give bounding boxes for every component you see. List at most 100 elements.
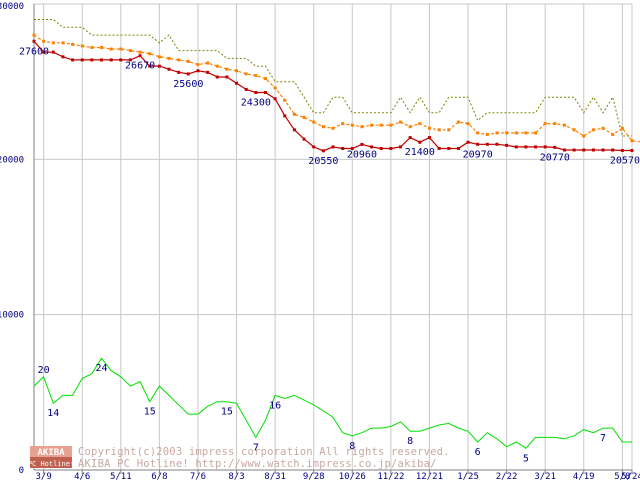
- x-tick-label: 9/28: [303, 472, 325, 480]
- minimum-point: [437, 146, 441, 150]
- minimum-point: [206, 70, 210, 74]
- x-tick-label: 1/25: [457, 472, 479, 480]
- minimum-point: [389, 146, 393, 150]
- upper-band-line: [34, 19, 632, 137]
- data-labels: 27600 26670 25600 24300 20550 20960 21400 20970…: [19, 46, 640, 464]
- minimum-point: [244, 87, 248, 91]
- average-point: [157, 55, 161, 59]
- minimum-point: [109, 58, 113, 62]
- minimum-point: [128, 58, 132, 62]
- average-point: [109, 47, 113, 51]
- minimum-point: [505, 143, 509, 147]
- average-point: [292, 112, 296, 116]
- akiba-logo-bottom-text: PC Hotline!: [28, 460, 74, 468]
- copyright-text: Copyright(c)2003 impress corporation All…: [78, 446, 450, 458]
- y-tick-label: 10000: [0, 311, 24, 321]
- minimum-point: [534, 145, 538, 149]
- minimum-point: [485, 142, 489, 146]
- average-point: [630, 139, 634, 143]
- data-label: 7: [600, 433, 606, 444]
- x-tick-label: 8/3: [228, 472, 244, 480]
- average-point: [534, 131, 538, 135]
- minimum-point: [119, 58, 123, 62]
- average-point: [167, 56, 171, 60]
- data-label: 20770: [540, 152, 570, 163]
- average-point: [524, 131, 528, 135]
- minimum-point: [572, 148, 576, 152]
- data-label: 26670: [125, 61, 155, 72]
- minimum-point: [71, 58, 75, 62]
- average-point: [61, 41, 65, 45]
- average-point: [505, 131, 509, 135]
- minimum-point: [167, 67, 171, 71]
- x-tick-label: 4/6: [74, 472, 90, 480]
- x-tick-label: 11/22: [377, 472, 404, 480]
- average-point: [591, 128, 595, 132]
- minimum-point: [466, 140, 470, 144]
- site-url-text: AKIBA PC Hotline! http://www.watch.impre…: [78, 458, 437, 470]
- minimum-point: [186, 72, 190, 76]
- average-point: [42, 39, 46, 43]
- minimum-point: [148, 64, 152, 68]
- minimum-point: [408, 136, 412, 140]
- data-label: 24: [95, 363, 107, 374]
- average-point: [370, 123, 374, 127]
- minimum-point: [61, 55, 65, 59]
- average-point: [447, 128, 451, 132]
- data-label: 20570: [610, 155, 640, 166]
- data-label: 15: [144, 407, 156, 418]
- average-point: [553, 122, 557, 126]
- average-point: [215, 64, 219, 68]
- average-point: [263, 77, 267, 81]
- average-point: [71, 42, 75, 46]
- average-point: [80, 44, 84, 48]
- x-tick-label: 8/31: [264, 472, 286, 480]
- minimum-point: [418, 140, 422, 144]
- minimum-point: [543, 145, 547, 149]
- average-point: [611, 132, 615, 136]
- average-point: [90, 45, 94, 49]
- data-label: 5: [523, 453, 529, 464]
- average-point: [51, 41, 55, 45]
- minimum-point: [215, 75, 219, 79]
- average-point: [601, 126, 605, 130]
- x-tick-label: 5/11: [110, 472, 132, 480]
- average-point: [128, 49, 132, 53]
- minimum-point: [51, 50, 55, 54]
- data-label: 15: [221, 407, 233, 418]
- akiba-logo-top: [30, 446, 72, 457]
- data-label: 21400: [405, 147, 435, 158]
- data-label: 20960: [347, 149, 377, 160]
- data-label: 8: [407, 436, 413, 447]
- data-label: 20550: [308, 156, 338, 167]
- data-label: 7: [253, 442, 259, 453]
- average-point: [620, 126, 624, 130]
- minimum-point: [601, 148, 605, 152]
- watermark: AKIBA PC Hotline! Copyright(c)2003 impre…: [28, 446, 450, 470]
- x-tick-label: 5/24: [621, 472, 640, 480]
- average-point: [495, 131, 499, 135]
- average-point: [389, 123, 393, 127]
- average-line: [33, 34, 640, 143]
- data-label: 14: [47, 408, 59, 419]
- x-tick-label: 10/26: [339, 472, 366, 480]
- average-point: [408, 125, 412, 129]
- average-point: [399, 120, 403, 124]
- minimum-point: [254, 91, 258, 95]
- x-tick-label: 5/8: [614, 472, 630, 480]
- average-point: [225, 67, 229, 71]
- average-point: [476, 131, 480, 135]
- data-label: 8: [349, 441, 355, 452]
- minimum-point: [331, 145, 335, 149]
- minimum-point: [42, 50, 46, 54]
- x-tick-label: 12/21: [416, 472, 443, 480]
- minimum-point: [495, 142, 499, 146]
- average-point: [148, 52, 152, 56]
- data-label: 25600: [173, 79, 203, 90]
- akiba-logo-top-text: AKIBA: [37, 448, 65, 458]
- minimum-point: [80, 58, 84, 62]
- average-point: [138, 50, 142, 54]
- minimum-point: [273, 97, 277, 101]
- minimum-point: [514, 145, 518, 149]
